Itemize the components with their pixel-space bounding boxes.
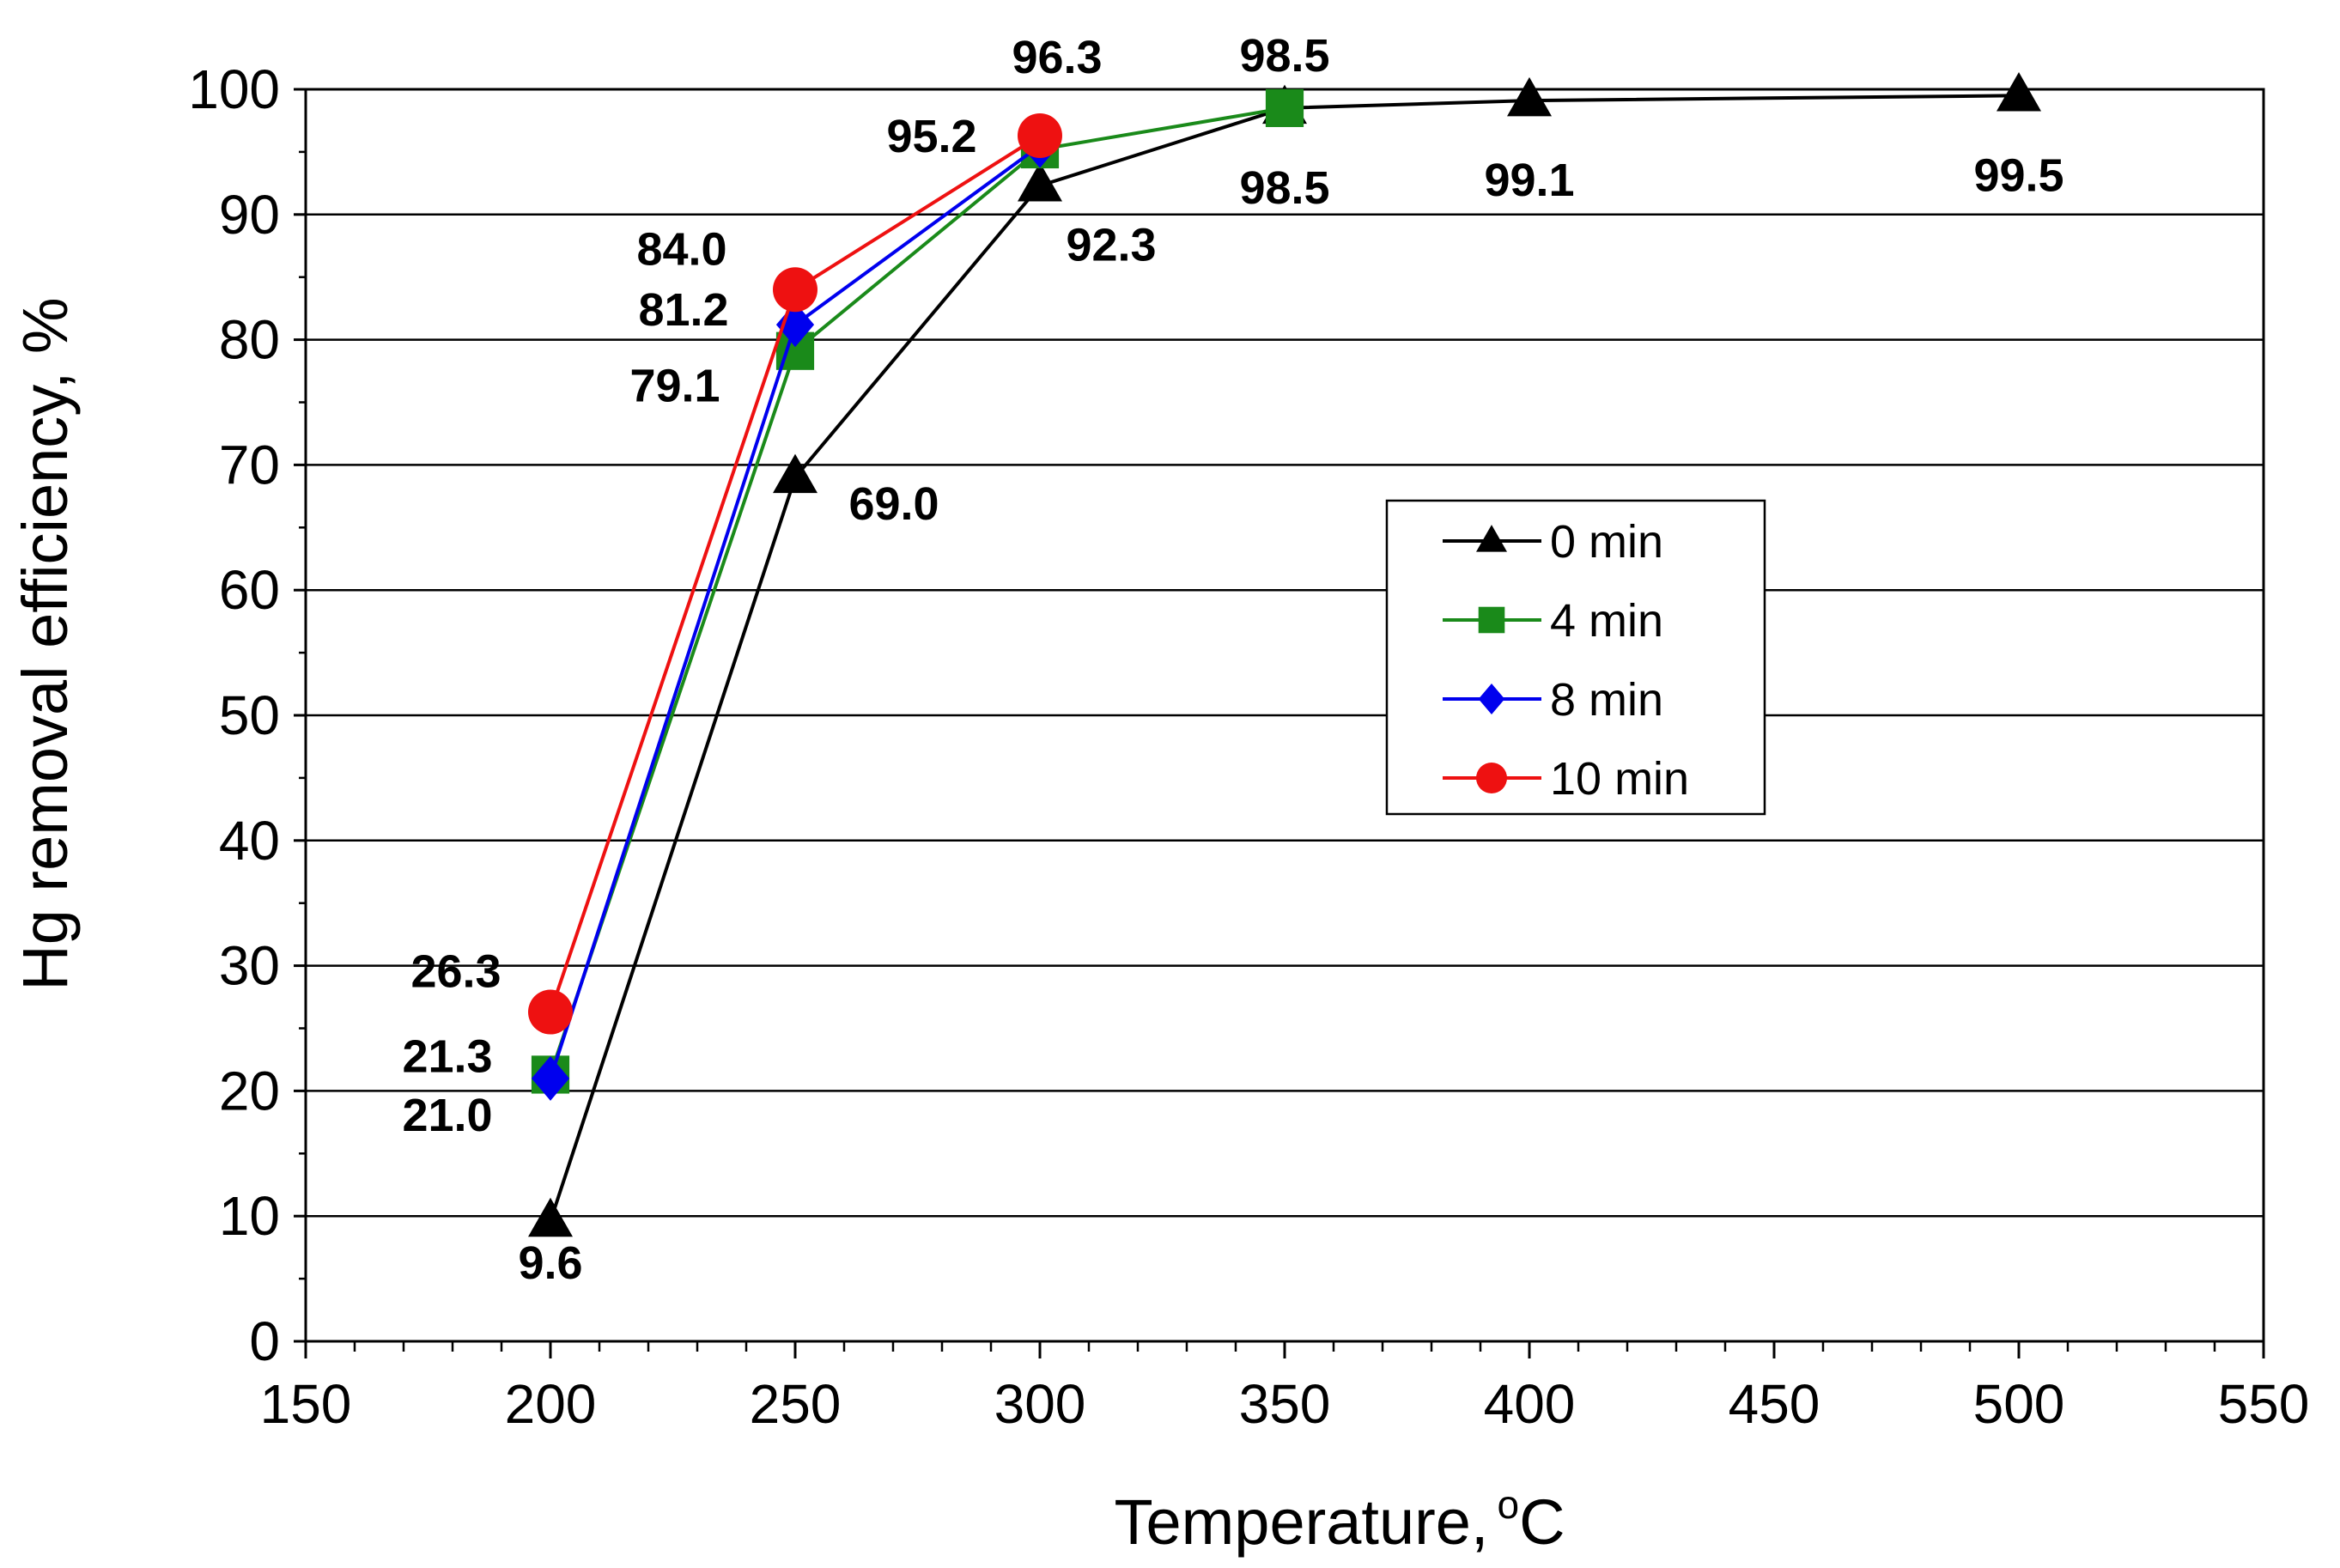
x-axis: 150 200 250 300 350 400 450 500 550	[260, 1341, 2310, 1435]
series-10-min	[528, 112, 1062, 1035]
data-point-0-min	[1997, 71, 2041, 112]
x-tick-label: 550	[2218, 1373, 2310, 1435]
x-tick-label: 300	[994, 1373, 1086, 1435]
data-label: 21.0	[402, 1090, 492, 1141]
series-8-min	[531, 123, 1060, 1101]
legend-item-0-min: 0 min	[1443, 516, 1663, 568]
x-axis-unit-superscript: o	[1497, 1482, 1519, 1527]
data-label: 84.0	[636, 223, 726, 275]
data-label: 99.5	[1973, 149, 2063, 201]
data-label: 69.0	[848, 478, 939, 530]
data-label: 21.3	[402, 1030, 492, 1082]
data-point-10-min	[773, 267, 817, 313]
data-label: 95.2	[886, 111, 976, 162]
legend-label: 4 min	[1550, 595, 1663, 647]
y-tick-label: 0	[249, 1310, 280, 1372]
legend-item-8-min: 8 min	[1443, 674, 1663, 726]
legend-item-10-min: 10 min	[1443, 753, 1689, 805]
data-label: 92.3	[1066, 219, 1156, 270]
y-tick-label: 90	[219, 184, 280, 246]
legend-marker-0-min	[1476, 525, 1507, 552]
series-0-min	[528, 71, 2041, 1237]
data-label: 99.1	[1484, 155, 1574, 206]
x-axis-title-text: Temperature,	[1114, 1486, 1488, 1558]
legend-item-4-min: 4 min	[1443, 595, 1663, 647]
legend-label: 8 min	[1550, 674, 1663, 726]
legend: 0 min 4 min 8 min 10 min	[1385, 499, 1766, 816]
y-tick-label: 80	[219, 309, 280, 371]
x-tick-label: 150	[260, 1373, 352, 1435]
x-tick-label: 400	[1484, 1373, 1576, 1435]
x-tick-label: 500	[1973, 1373, 2065, 1435]
y-tick-label: 50	[219, 684, 280, 746]
data-point-10-min	[528, 989, 573, 1035]
y-tick-label: 100	[188, 58, 280, 120]
x-tick-label: 250	[750, 1373, 842, 1435]
y-tick-label: 60	[219, 559, 280, 621]
y-tick-label: 70	[219, 434, 280, 495]
y-tick-label: 20	[219, 1060, 280, 1121]
legend-marker-4-min	[1478, 606, 1505, 634]
data-point-0-min	[773, 453, 817, 494]
data-label: 98.5	[1239, 162, 1329, 214]
data-label: 79.1	[629, 361, 720, 412]
legend-box	[1385, 499, 1766, 816]
legend-label: 10 min	[1550, 753, 1689, 805]
y-tick-label: 10	[219, 1185, 280, 1247]
x-tick-label: 200	[505, 1373, 597, 1435]
series-line-4-min	[549, 106, 1285, 1076]
legend-marker-8-min	[1478, 684, 1505, 714]
data-point-0-min	[528, 1197, 573, 1237]
data-point-10-min	[1018, 112, 1062, 158]
data-label: 26.3	[410, 946, 501, 998]
data-series	[528, 71, 2041, 1237]
y-tick-label: 40	[219, 810, 280, 872]
data-point-8-min	[531, 1055, 570, 1101]
data-label: 81.2	[638, 284, 728, 336]
x-tick-label: 450	[1729, 1373, 1820, 1435]
x-axis-title: Temperature, oC	[1114, 1482, 1565, 1558]
gridlines	[306, 213, 2264, 1218]
series-line-0-min	[549, 94, 2020, 1222]
y-tick-label: 30	[219, 935, 280, 997]
legend-label: 0 min	[1550, 516, 1663, 568]
data-point-4-min	[1265, 88, 1304, 127]
data-point-0-min	[1507, 76, 1552, 117]
data-label: 96.3	[1012, 32, 1102, 83]
data-label: 9.6	[518, 1237, 582, 1289]
legend-items: 0 min 4 min 8 min 10 min	[1443, 516, 1689, 805]
x-axis-unit: C	[1519, 1486, 1565, 1558]
data-labels: 9.6 21.0 21.3 26.3 79.1 81.2 84.0 69.0 92.3 95.2 9…	[402, 30, 2063, 1289]
x-tick-label: 350	[1239, 1373, 1331, 1435]
y-axis-title: Hg removal efficiency, %	[9, 297, 81, 990]
legend-marker-10-min	[1476, 763, 1507, 793]
data-label: 98.5	[1239, 30, 1329, 82]
y-axis: 0 10 20 30 40 50 60 70 80 90 100	[188, 58, 306, 1372]
data-point-0-min	[1018, 161, 1062, 202]
